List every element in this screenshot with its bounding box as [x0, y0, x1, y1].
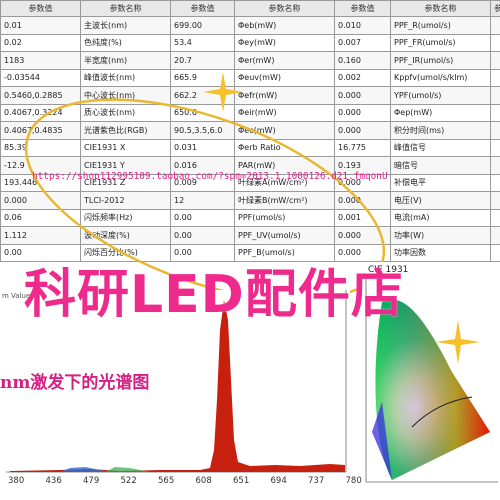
table-header-cell: 参数名称 — [234, 0, 335, 17]
table-cell: 0.160 — [334, 51, 391, 70]
table-cell: Φer(mW) — [234, 51, 335, 70]
table-cell: 12 — [170, 191, 235, 210]
table-cell: PPF_UV(umol/s) — [234, 226, 335, 245]
table-cell: 主波长(nm) — [80, 16, 171, 35]
table-cell: 暗信号 — [390, 156, 491, 175]
table-cell: 叶绿素B(mW/cm²) — [234, 191, 335, 210]
table-header-cell: 参数值 — [334, 0, 391, 17]
cie-title: CIE 1931 — [368, 265, 408, 275]
table-header-row: 参数值参数名称参数值参数名称参数值参数名称参数值 — [0, 0, 500, 17]
table-row: 0.01 主波长(nm) 699.00 Φeb(mW) 0.010 PPF_R(umol/… — [0, 16, 500, 35]
x-tick-label: 522 — [120, 476, 137, 486]
table-cell: Φefr(mW) — [234, 86, 335, 105]
table-cell: -12.9 — [0, 156, 81, 175]
table-cell: 电压(V) — [390, 191, 491, 210]
table-header-cell: 参数值 — [0, 0, 81, 17]
table-header-cell: 参数值 — [170, 0, 235, 17]
table-row: -0.03544 峰值波长(nm) 665.9 Φeuv(mW) 0.002 Kppfv(… — [0, 68, 500, 87]
table-cell: 半宽度(nm) — [80, 51, 171, 70]
table-cell: 20.7 — [170, 51, 235, 70]
spectrum-chart: m Value — [0, 290, 350, 500]
y-axis-label: m Value — [2, 292, 30, 300]
table-cell: 90.5,3.5,6.0 — [170, 121, 235, 140]
x-tick-label: 694 — [270, 476, 287, 486]
x-tick-label: 436 — [45, 476, 62, 486]
table-cell: 功率(W) — [390, 226, 491, 245]
x-tick-label: 479 — [83, 476, 100, 486]
x-tick-label: 737 — [308, 476, 325, 486]
table-header-cell: 参数名称 — [390, 0, 491, 17]
table-row: 0.00 闪烁百分比(%) 0.00 PPF_B(umol/s) 0.000 功率因数 — [0, 243, 500, 262]
table-row: 1183 半宽度(nm) 20.7 Φer(mW) 0.160 PPF_IR(umol/s… — [0, 51, 500, 70]
sparkle-star-icon — [436, 320, 480, 364]
table-cell: 0.010 — [334, 16, 391, 35]
x-tick-label: 780 — [345, 476, 362, 486]
watermark-url: https://shop112995109.taobao.com/?spm=20… — [32, 171, 388, 182]
table-cell: 0.01 — [0, 16, 81, 35]
table-cell: 0.193 — [334, 156, 391, 175]
table-cell: 0.00 — [170, 226, 235, 245]
table-cell — [490, 261, 500, 262]
x-tick-label: 565 — [158, 476, 175, 486]
table-row: 85.39 CIE1931 X 0.031 Φerb Ratio 16.775 峰值信号 — [0, 138, 500, 157]
shop-title: 科研LED配件店 — [24, 265, 404, 325]
x-tick-label: 608 — [195, 476, 212, 486]
table-header-cell: 参数名称 — [80, 0, 171, 17]
table-row: 0.06 闪烁频率(Hz) 0.00 PPF(umol/s) 0.001 电流(mA) — [0, 208, 500, 227]
table-cell: 699.00 — [170, 16, 235, 35]
table-row: 0.00闪烁指数0.000PPF_G(umol/s)0.000 — [0, 261, 500, 262]
x-tick-label: 651 — [233, 476, 250, 486]
spectrum-caption: nm激发下的光谱图 — [0, 373, 150, 393]
table-cell: 积分时间(ms) — [390, 121, 491, 140]
table-cell: 0.4067,0.4835 — [0, 121, 81, 140]
sparkle-star-icon — [203, 72, 243, 112]
x-tick-label: 380 — [8, 476, 25, 486]
table-header-cell: 参数值 — [490, 0, 500, 17]
cie-diagram: CIE 1931 — [362, 262, 500, 500]
table-cell: 光谱紫色比(RGB) — [80, 121, 171, 140]
table-cell: 0.000 — [334, 86, 391, 105]
